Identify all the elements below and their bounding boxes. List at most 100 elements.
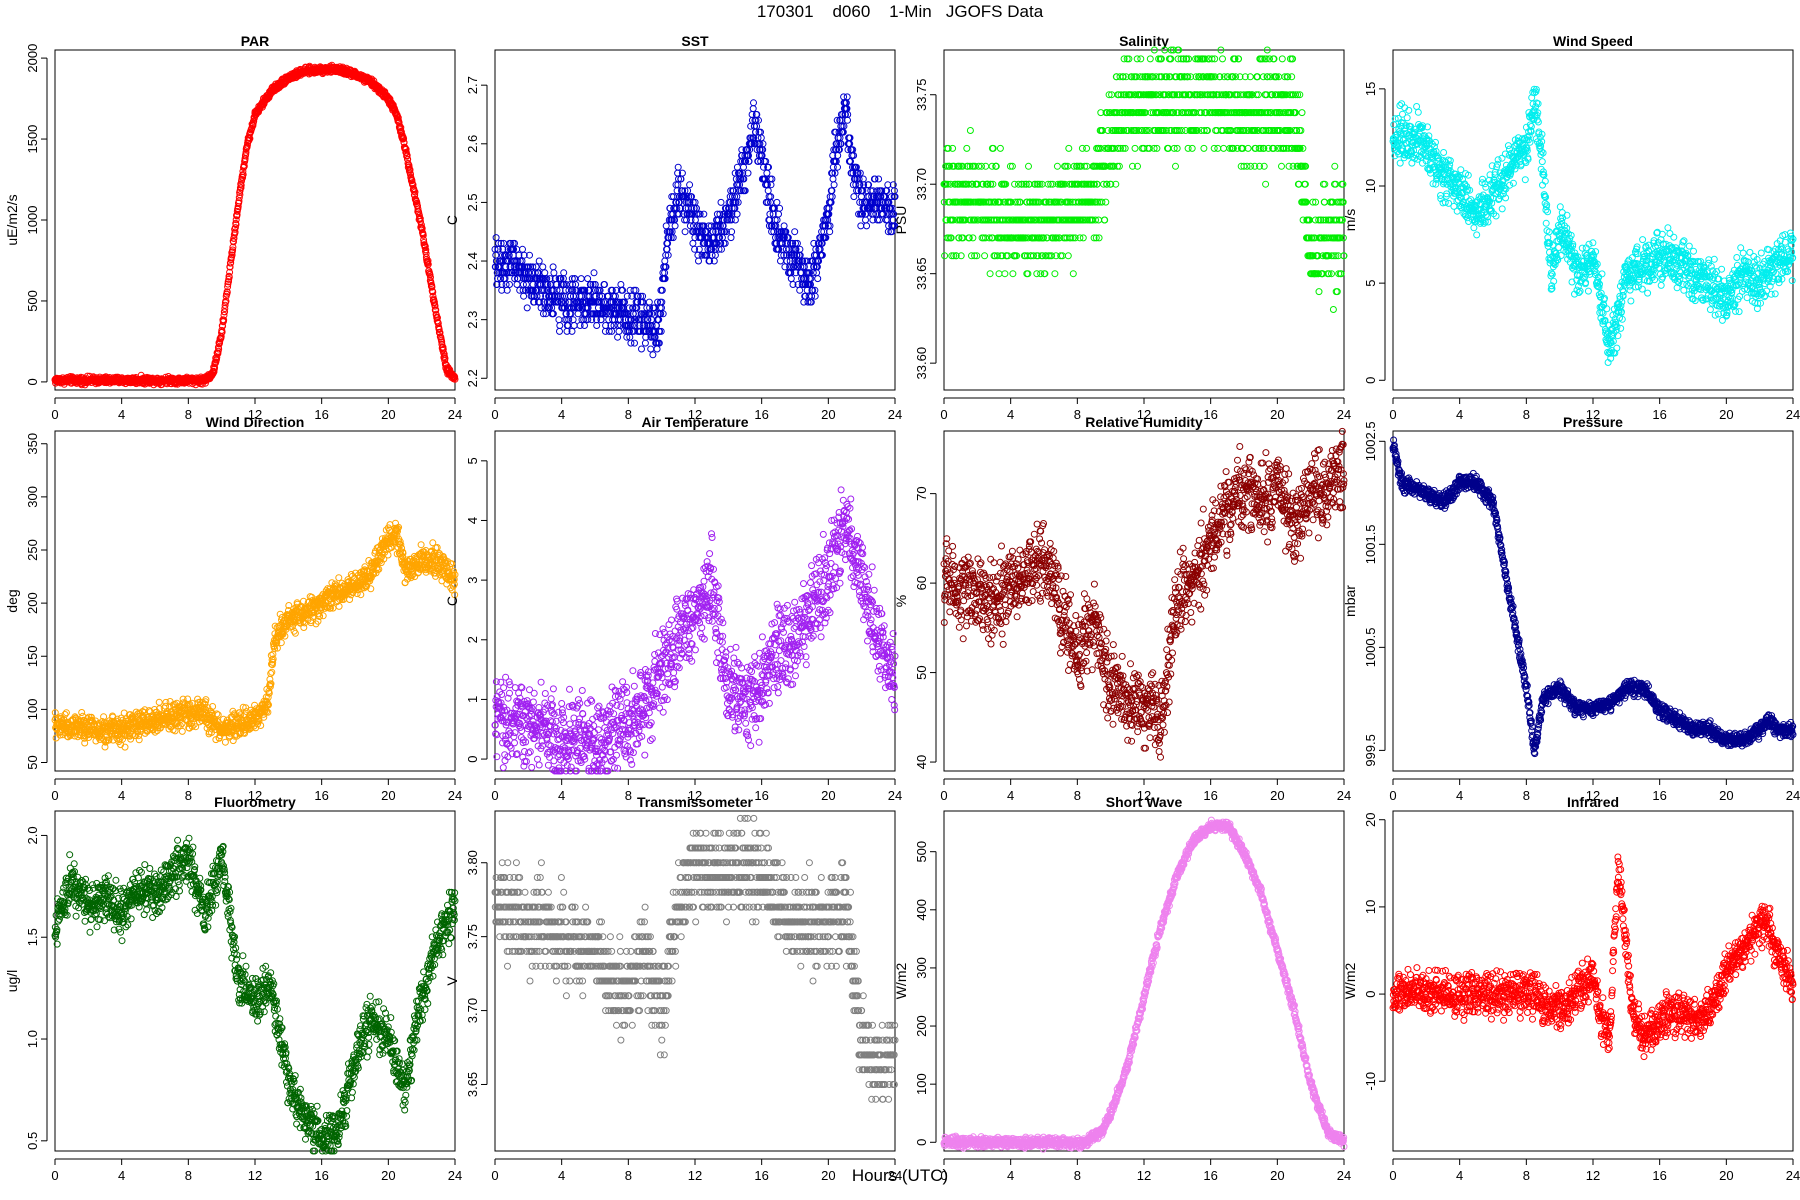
data-point	[662, 222, 670, 230]
data-point	[590, 269, 598, 277]
data-point	[717, 198, 725, 206]
y-axis-label: PSU	[893, 206, 909, 235]
data-point	[691, 216, 699, 224]
y-tick-label: 1000	[25, 206, 40, 235]
data-point	[520, 292, 528, 300]
y-tick-label: 33.60	[914, 347, 929, 380]
data-point	[686, 181, 694, 189]
data-point	[519, 245, 526, 253]
x-tick-label: 8	[1074, 407, 1081, 422]
data-point	[577, 275, 585, 283]
data-point	[647, 345, 655, 353]
y-axis-label: m/s	[1342, 209, 1358, 232]
x-tick-label: 20	[381, 407, 395, 422]
data-point	[777, 257, 784, 265]
data-point	[1262, 180, 1270, 188]
data-point	[1131, 144, 1139, 152]
data-point	[1331, 162, 1339, 170]
data-point	[1102, 198, 1110, 206]
data-point	[1398, 100, 1406, 108]
data-point	[1321, 198, 1328, 206]
data-point	[617, 281, 625, 288]
data-point	[1315, 288, 1323, 296]
y-tick-label: 33.70	[914, 168, 929, 201]
x-tick-label: 16	[1203, 407, 1217, 422]
data-point	[555, 316, 563, 324]
data-point	[1278, 55, 1286, 63]
x-tick-label: 24	[448, 407, 462, 422]
data-point	[1137, 55, 1145, 63]
data-point	[1051, 270, 1059, 278]
data-point	[1219, 55, 1226, 63]
x-tick-label: 4	[1456, 407, 1463, 422]
x-tick-label: 4	[1007, 407, 1014, 422]
data-point	[641, 339, 649, 347]
data-point	[581, 322, 588, 329]
data-point	[727, 234, 735, 242]
y-tick-label: 2.7	[465, 76, 480, 94]
x-tick-label: 8	[1523, 407, 1530, 422]
data-points	[491, 93, 899, 359]
data-point	[1064, 252, 1072, 260]
data-points	[940, 46, 1348, 313]
data-point	[550, 269, 558, 277]
plot-frame	[494, 49, 896, 391]
data-point	[731, 216, 739, 224]
data-point	[649, 351, 657, 359]
data-point	[982, 162, 990, 170]
data-point	[830, 181, 838, 189]
data-point	[631, 339, 638, 347]
x-tick-label: 20	[1270, 407, 1284, 422]
data-point	[1053, 162, 1061, 170]
data-point	[890, 187, 898, 195]
data-point	[1069, 270, 1077, 278]
data-point	[863, 222, 871, 230]
data-point	[850, 193, 858, 201]
data-point	[1396, 159, 1404, 167]
data-point	[796, 286, 804, 294]
data-point	[750, 99, 757, 107]
data-point	[653, 345, 661, 353]
data-point	[232, 221, 240, 229]
data-point	[834, 163, 841, 171]
data-point	[1414, 108, 1422, 116]
figure-title: 170301 d060 1-Min JGOFS Data	[756, 2, 1044, 21]
data-point	[829, 175, 837, 183]
data-point	[226, 263, 234, 271]
data-point	[826, 228, 834, 236]
y-axis-label: uE/m2/s	[4, 194, 20, 245]
data-point	[570, 322, 578, 329]
data-point	[981, 252, 989, 260]
data-point	[593, 322, 601, 329]
y-tick-label: 0	[1363, 377, 1378, 384]
data-point	[1298, 109, 1306, 117]
data-point	[1470, 224, 1478, 232]
panel-title: Salinity	[1119, 33, 1169, 49]
data-point	[996, 144, 1004, 152]
data-point	[1403, 114, 1411, 122]
data-point	[584, 275, 592, 283]
data-point	[239, 171, 247, 178]
data-point	[232, 216, 240, 224]
data-point	[843, 93, 851, 101]
x-tick-label: 24	[1337, 407, 1351, 422]
y-tick-label: 2.5	[465, 193, 480, 211]
panel-title: Wind Speed	[1553, 33, 1633, 49]
data-point	[222, 297, 230, 305]
y-tick-label: 15	[1363, 82, 1378, 96]
data-point	[231, 224, 239, 232]
data-point	[237, 184, 245, 192]
data-point	[1065, 144, 1073, 152]
x-tick-label: 20	[821, 407, 835, 422]
data-point	[1009, 270, 1017, 278]
data-point	[235, 194, 243, 202]
x-tick-label: 0	[51, 407, 58, 422]
data-point	[1188, 144, 1196, 152]
data-point	[787, 275, 795, 283]
data-point	[230, 238, 237, 246]
data-point	[791, 228, 799, 236]
x-tick-label: 20	[1719, 407, 1733, 422]
data-point	[773, 198, 781, 206]
data-point	[811, 292, 819, 300]
